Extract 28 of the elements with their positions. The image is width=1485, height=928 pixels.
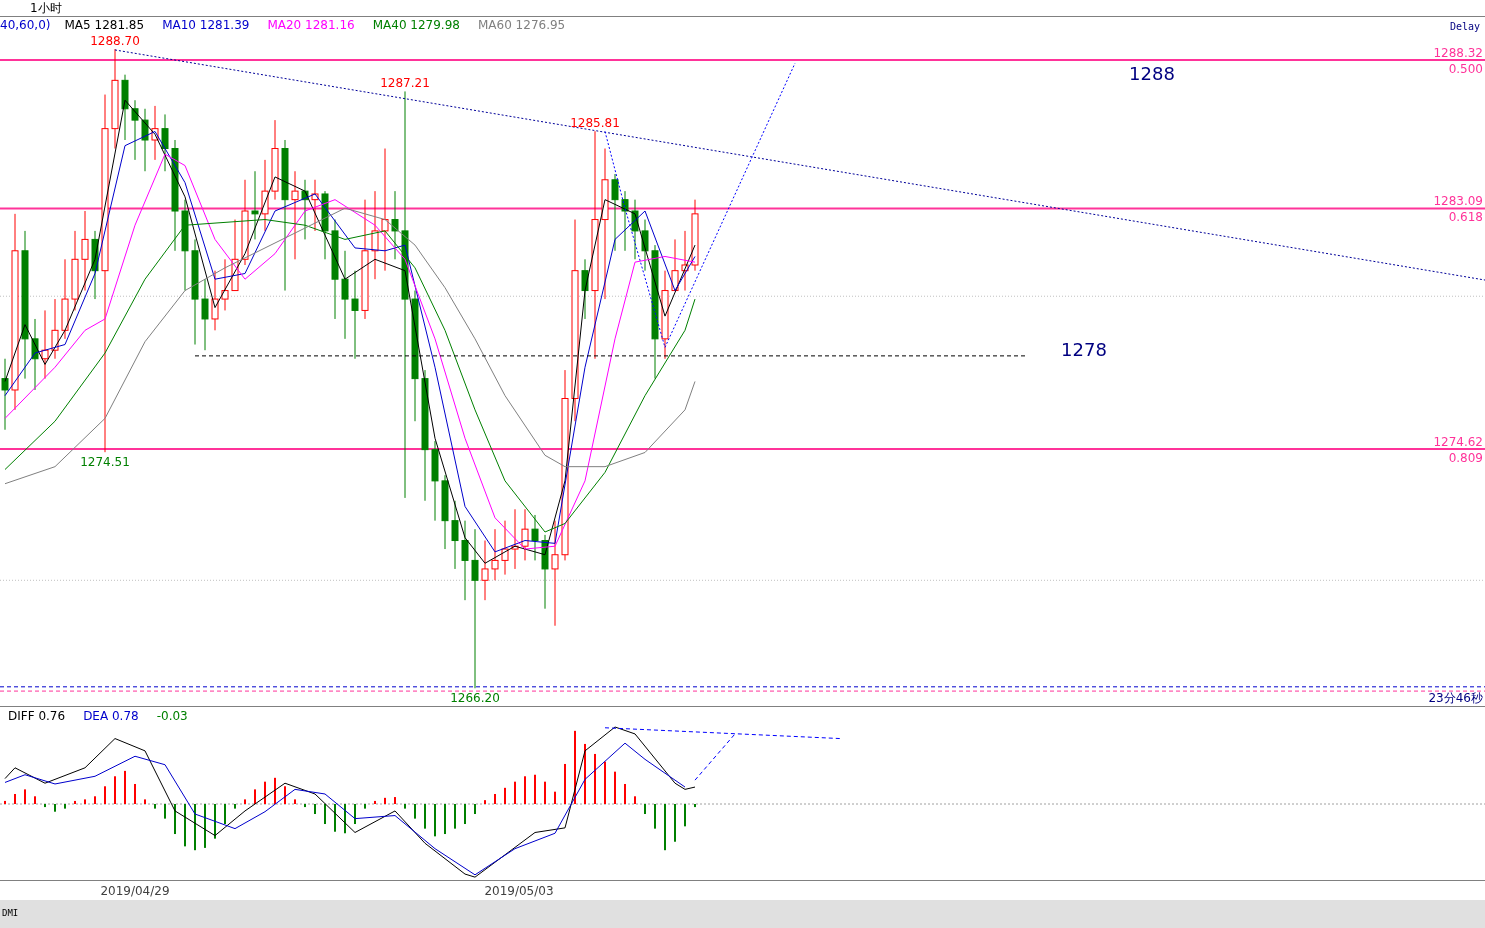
annotation: Delay [1449,21,1480,32]
annotation: 23分46秒 [1428,691,1483,705]
text: DMI [2,908,19,918]
ref-line-label: 1288.32 [1433,45,1483,60]
text: MA10 1281.39 [162,18,250,32]
annotation: 1288.70 [90,34,140,49]
ref-line-label: 1283.09 [1433,194,1483,209]
annotation: 1266.20 [450,691,500,706]
text: MA5 1281.85 [64,18,145,32]
text: MA40 1279.98 [372,18,460,32]
x-tick-label: 2019/05/03 [484,884,554,898]
x-tick-label: 2019/04/29 [100,884,170,898]
text: MA60 1276.95 [477,18,566,32]
annotation: 0.500 [1448,61,1483,76]
annotation: 1274.51 [80,455,130,470]
annotation: 1287.21 [380,76,430,91]
annotation: 0.618 [1448,210,1483,225]
chart-subtitle: 40,60,0) [0,18,51,32]
text: -0.03 [156,709,188,723]
chart-title: 1小时 [30,1,62,15]
text: DEA 0.78 [83,709,139,723]
annotation: 1288 [1129,63,1175,84]
text: MA20 1281.16 [267,18,355,32]
annotation: 1285.81 [570,116,620,131]
ref-line-label: 1274.62 [1433,435,1483,450]
annotation: 1278 [1061,339,1107,360]
text: DIFF 0.76 [8,709,66,723]
annotation: 0.809 [1448,451,1483,466]
